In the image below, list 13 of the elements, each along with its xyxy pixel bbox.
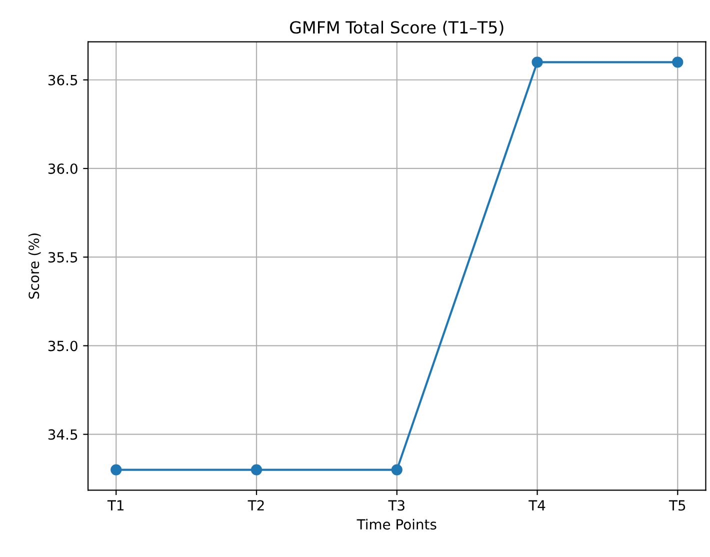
y-tick-label: 36.5 [48,74,78,86]
x-tick-label: T5 [668,500,686,511]
x-tick-label: T4 [528,500,546,510]
x-tick-label: T2 [248,500,264,510]
y-tick-label: 35.5 [48,252,78,263]
y-tick-label: 35.0 [48,340,78,352]
x-axis-title: Time Points [356,518,436,530]
x-tick-label: T1 [107,500,124,510]
y-tick-label: 36.0 [48,163,78,174]
chart-title: GMFM Total Score (T1–T5) [290,20,504,36]
x-tick-label: T3 [388,500,404,511]
y-axis-title: Score (%) [28,233,41,299]
y-tick-label: 34.5 [48,429,78,440]
